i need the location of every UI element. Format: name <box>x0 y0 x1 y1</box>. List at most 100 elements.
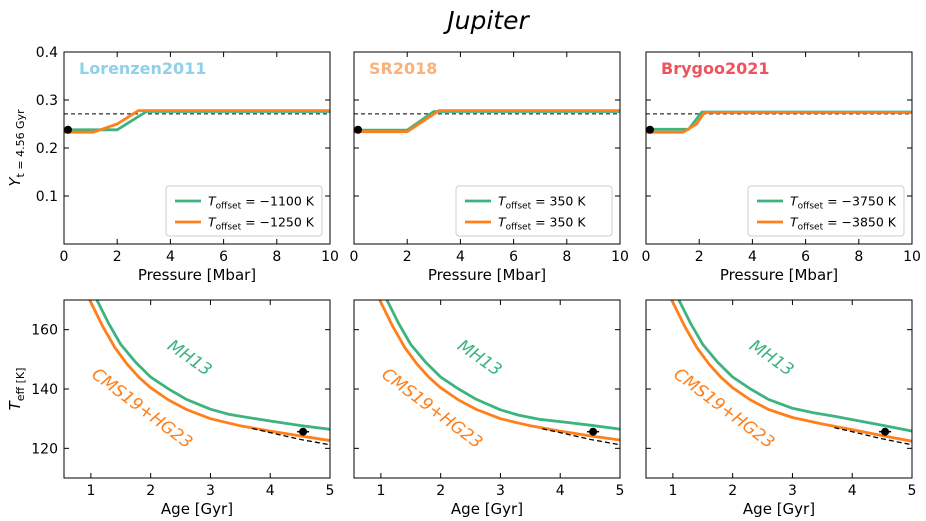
legend-entry: Toffset = −1250 K <box>208 215 315 233</box>
series-line <box>95 300 330 431</box>
x-axis-label: Pressure [Mbar] <box>428 266 546 284</box>
curve-label: CMS19+HG23 <box>377 364 486 453</box>
legend-entry-main: T <box>498 194 507 209</box>
legend-entry-main: T <box>208 215 217 230</box>
x-tick-label: 0 <box>60 249 69 265</box>
legend-entry: Toffset = −3750 K <box>790 194 897 212</box>
data-point <box>353 125 362 134</box>
series-line <box>677 300 912 433</box>
plot-area <box>378 300 620 446</box>
legend-entry-sub: offset <box>506 223 532 233</box>
x-tick-label: 4 <box>556 483 565 499</box>
legend-entry-value: = −3750 K <box>823 194 897 209</box>
y-tick-label: 0.1 <box>36 189 58 205</box>
x-tick-label: 2 <box>728 483 737 499</box>
x-tick-label: 6 <box>801 249 810 265</box>
x-axis-label: Pressure [Mbar] <box>138 266 256 284</box>
x-tick-label: 4 <box>848 483 857 499</box>
plot-area <box>354 109 620 134</box>
legend-entry-value: = 350 K <box>531 215 586 230</box>
data-point <box>645 125 654 134</box>
x-tick-label: 0 <box>350 249 359 265</box>
axes-frame <box>645 51 913 245</box>
legend-entry: Toffset = −3850 K <box>790 215 897 233</box>
x-tick-label: 1 <box>376 483 385 499</box>
legend-entry-value: = −3850 K <box>823 215 897 230</box>
x-tick-label: 6 <box>219 249 228 265</box>
x-tick-label: 4 <box>456 249 465 265</box>
series-line <box>542 428 620 446</box>
legend: Toffset = −3750 K Toffset = −3850 K <box>747 185 905 237</box>
x-tick-label: 8 <box>562 249 571 265</box>
curve-label: MH13 <box>164 336 216 381</box>
x-tick-label: 6 <box>509 249 518 265</box>
x-tick-label: 5 <box>616 483 625 499</box>
x-tick-label: 3 <box>788 483 797 499</box>
data-point <box>63 125 72 134</box>
legend-entry: Toffset = 350 K <box>498 194 586 212</box>
legend-frame <box>747 185 905 237</box>
series-line <box>834 426 912 446</box>
x-tick-label: 5 <box>326 483 335 499</box>
legend-entry-value: = −1250 K <box>241 215 315 230</box>
plot-area <box>646 110 912 134</box>
figure-title: Jupiter <box>442 6 530 35</box>
axes-frame <box>63 299 331 479</box>
y-tick-label: 160 <box>31 323 58 339</box>
series-line <box>385 300 620 431</box>
y-tick-label: 0.4 <box>36 45 58 61</box>
legend-entry-sub: offset <box>216 223 242 233</box>
curve-label: MH13 <box>746 336 798 381</box>
x-tick-label: 10 <box>611 249 629 265</box>
x-axis-label: Pressure [Mbar] <box>720 266 838 284</box>
series-line <box>354 109 620 134</box>
axes-frame <box>645 299 913 479</box>
curve-label: MH13 <box>454 336 506 381</box>
x-tick-label: 3 <box>206 483 215 499</box>
panel-label: Lorenzen2011 <box>79 59 206 78</box>
x-tick-label: 5 <box>908 483 917 499</box>
plot-area <box>64 109 330 134</box>
legend-frame <box>165 185 323 237</box>
legend-entry-main: T <box>208 194 217 209</box>
legend-entry-main: T <box>790 215 799 230</box>
y-tick-label: 0.3 <box>36 93 58 109</box>
x-tick-label: 2 <box>146 483 155 499</box>
x-tick-label: 4 <box>266 483 275 499</box>
x-tick-label: 2 <box>403 249 412 265</box>
x-axis-label: Age [Gyr] <box>161 500 233 518</box>
y-tick-label: 120 <box>31 441 58 457</box>
legend-entry-value: = 350 K <box>531 194 586 209</box>
series-line <box>88 300 330 442</box>
legend-entry-sub: offset <box>216 202 242 212</box>
series-line <box>646 110 912 131</box>
x-axis-label: Age [Gyr] <box>451 500 523 518</box>
series-line <box>252 427 330 446</box>
curve-label: CMS19+HG23 <box>669 364 778 453</box>
legend-entry-main: T <box>498 215 507 230</box>
y-axis-label: Yt = 4.56 Gyr <box>6 109 27 187</box>
x-axis-label: Age [Gyr] <box>743 500 815 518</box>
x-tick-label: 3 <box>496 483 505 499</box>
x-tick-label: 0 <box>642 249 651 265</box>
y-tick-label: 140 <box>31 382 58 398</box>
x-tick-label: 4 <box>748 249 757 265</box>
x-tick-label: 1 <box>86 483 95 499</box>
series-line <box>378 300 620 442</box>
x-tick-label: 1 <box>668 483 677 499</box>
legend-entry-sub: offset <box>798 202 824 212</box>
series-line <box>646 111 912 134</box>
axes-frame <box>353 51 621 245</box>
series-line <box>670 300 912 443</box>
y-axis-label: Teff [K] <box>6 368 27 411</box>
x-tick-label: 8 <box>272 249 281 265</box>
legend-entry: Toffset = −1100 K <box>208 194 315 212</box>
x-tick-label: 8 <box>854 249 863 265</box>
curve-label: CMS19+HG23 <box>87 364 196 453</box>
